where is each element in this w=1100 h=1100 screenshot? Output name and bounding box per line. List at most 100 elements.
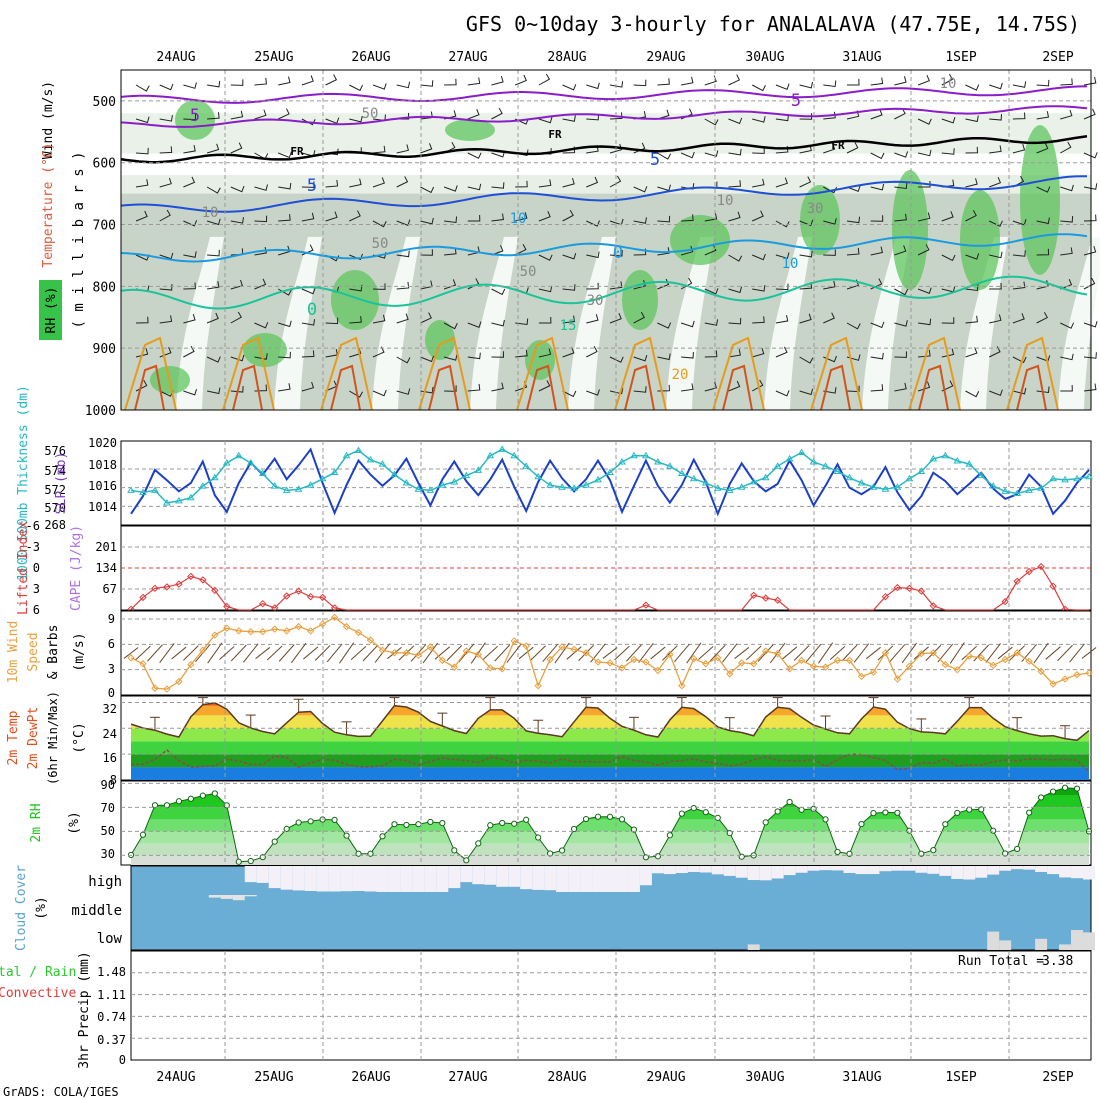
thickness-slp-panel: 576 574 572 570 268 1020 1018 1016 1014 1000-500…: [16, 385, 1093, 581]
temp-tick: 24: [103, 727, 117, 741]
cloud-high-bar: [544, 866, 557, 891]
wind-barb: [538, 116, 553, 124]
thickness-point: [893, 483, 902, 490]
temp-tick: 8: [110, 773, 117, 787]
cloud-high-bar: [436, 866, 449, 892]
cloud-high-bar: [891, 866, 904, 871]
wind-barb: [278, 182, 292, 190]
wind-barb-10m: [602, 647, 618, 659]
wind-barb: [135, 147, 149, 155]
rh-point: [1002, 850, 1009, 857]
thickness-point: [486, 451, 495, 459]
wind-barb-10m: [314, 645, 331, 661]
thickness-point: [989, 482, 998, 489]
wind-speed-point: [342, 622, 351, 631]
thickness-point: [905, 474, 914, 482]
slp-tick: 1020: [88, 436, 117, 450]
cloud-high-bar: [1059, 866, 1072, 878]
wind-barb: [633, 386, 647, 393]
wind-barb: [515, 180, 528, 188]
wind-barb: [989, 282, 1002, 290]
wind-barb: [254, 215, 268, 223]
wind-barb: [562, 84, 577, 91]
wind-barb: [467, 152, 482, 159]
wind-barb: [183, 282, 196, 290]
date-label-top: 30AUG: [745, 50, 784, 65]
rh-tick: 50: [101, 824, 115, 838]
wind-barb: [183, 314, 196, 324]
thickness-point: [1001, 487, 1010, 494]
cloud-high-bar: [963, 866, 976, 880]
wind-barb-10m: [1069, 643, 1085, 663]
wind-speed-point: [965, 652, 973, 660]
wind-barb: [633, 355, 648, 362]
wind-barb: [420, 80, 434, 87]
wind-barb: [965, 178, 978, 188]
rh-point: [235, 858, 242, 865]
wind-barb: [609, 281, 623, 290]
cloud-high-bar: [1011, 866, 1024, 870]
wind-speed-point: [175, 677, 183, 686]
wind-barb: [135, 179, 149, 188]
wind-barb: [799, 81, 814, 89]
li-point: [306, 592, 315, 601]
temp-ytitle-c: (6hr Min/Max): [46, 691, 60, 785]
rh-point: [331, 816, 338, 823]
cloud-high-bar: [675, 866, 688, 874]
wind-barb: [1036, 312, 1048, 324]
wind-barb: [586, 176, 599, 188]
wind-barb: [1083, 277, 1096, 290]
wind-speed-point: [1037, 667, 1045, 676]
wind-barb: [159, 209, 171, 222]
li-point: [187, 572, 195, 581]
cloud-high-bar: [927, 866, 940, 874]
wind-speed-point: [869, 668, 878, 676]
li-point: [259, 599, 267, 608]
date-label-top: 1SEP: [945, 50, 976, 65]
wind-barb: [941, 73, 954, 86]
thickness-point: [175, 496, 183, 504]
thickness-tick: 576: [44, 444, 66, 458]
li-point: [163, 583, 171, 591]
wind-speed-point: [522, 642, 530, 650]
thickness-point: [761, 473, 770, 481]
cloud-high-bar: [699, 866, 712, 873]
isotherm-20: [712, 336, 765, 411]
wind-speed-point: [594, 658, 602, 666]
wind-barb: [870, 246, 884, 256]
wind-barb: [301, 181, 315, 188]
wind-barb: [538, 73, 551, 86]
wind-barb: [372, 314, 386, 324]
thickness-point: [642, 451, 650, 459]
thickness-point: [474, 466, 483, 473]
wind-barb: [538, 348, 552, 358]
cloud-low-bar: [1035, 938, 1048, 950]
wind-barb: [206, 312, 219, 324]
isotherm-25: [526, 364, 557, 411]
wind-speed-point: [773, 649, 782, 658]
contour-label: FR: [831, 139, 845, 152]
rh-point: [954, 809, 961, 817]
wind-barb-10m: [997, 646, 1013, 660]
cloud-mid-bar: [208, 895, 221, 898]
wind-barb: [609, 387, 624, 395]
wind-speed-point: [474, 650, 482, 659]
wind-barb-10m: [662, 645, 678, 661]
rh-point: [1073, 785, 1081, 792]
wind-barb: [775, 114, 789, 122]
thickness-point: [785, 454, 794, 462]
isotherm-15: [120, 275, 1088, 310]
wind-barb-10m: [889, 644, 906, 662]
wind-barb: [775, 252, 790, 259]
isotherm-25: [820, 364, 851, 411]
wind-barb: [562, 390, 577, 398]
date-label-top: 26AUG: [351, 50, 390, 65]
cloud-level-label: low: [97, 931, 123, 947]
wind-barb: [372, 145, 386, 154]
cloud-high-bar: [520, 866, 533, 890]
wind-barb: [467, 108, 480, 120]
rh-point: [379, 833, 386, 840]
cloud-low-bar: [747, 944, 760, 950]
wind-barb: [989, 389, 1003, 396]
li-point: [175, 580, 183, 588]
